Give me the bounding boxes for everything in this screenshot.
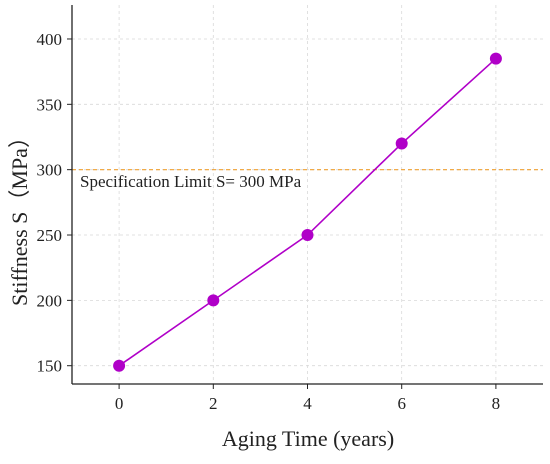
y-tick-label: 150 bbox=[37, 357, 63, 376]
grid bbox=[72, 5, 543, 384]
y-tick-label: 400 bbox=[37, 30, 63, 49]
y-tick-label: 350 bbox=[37, 95, 63, 114]
reference-line-label: Specification Limit S= 300 MPa bbox=[80, 172, 302, 191]
axes bbox=[67, 5, 543, 389]
data-point bbox=[489, 52, 502, 65]
x-axis-label: Aging Time (years) bbox=[222, 426, 394, 451]
x-tick-label: 4 bbox=[303, 394, 312, 413]
data-point bbox=[207, 294, 220, 307]
data-point bbox=[301, 229, 314, 242]
data-point bbox=[395, 137, 408, 150]
data-point bbox=[113, 359, 126, 372]
y-tick-label: 300 bbox=[37, 161, 63, 180]
x-tick-label: 0 bbox=[115, 394, 124, 413]
y-tick-label: 200 bbox=[37, 291, 63, 310]
x-tick-label: 8 bbox=[492, 394, 501, 413]
x-tick-label: 6 bbox=[397, 394, 406, 413]
y-axis-label: Stiffness S（MPa） bbox=[7, 126, 32, 306]
tick-labels: 0 2 4 6 8 150 200 250 300 350 400 bbox=[37, 30, 501, 413]
series-group bbox=[113, 52, 502, 372]
x-tick-label: 2 bbox=[209, 394, 218, 413]
y-tick-label: 250 bbox=[37, 226, 63, 245]
